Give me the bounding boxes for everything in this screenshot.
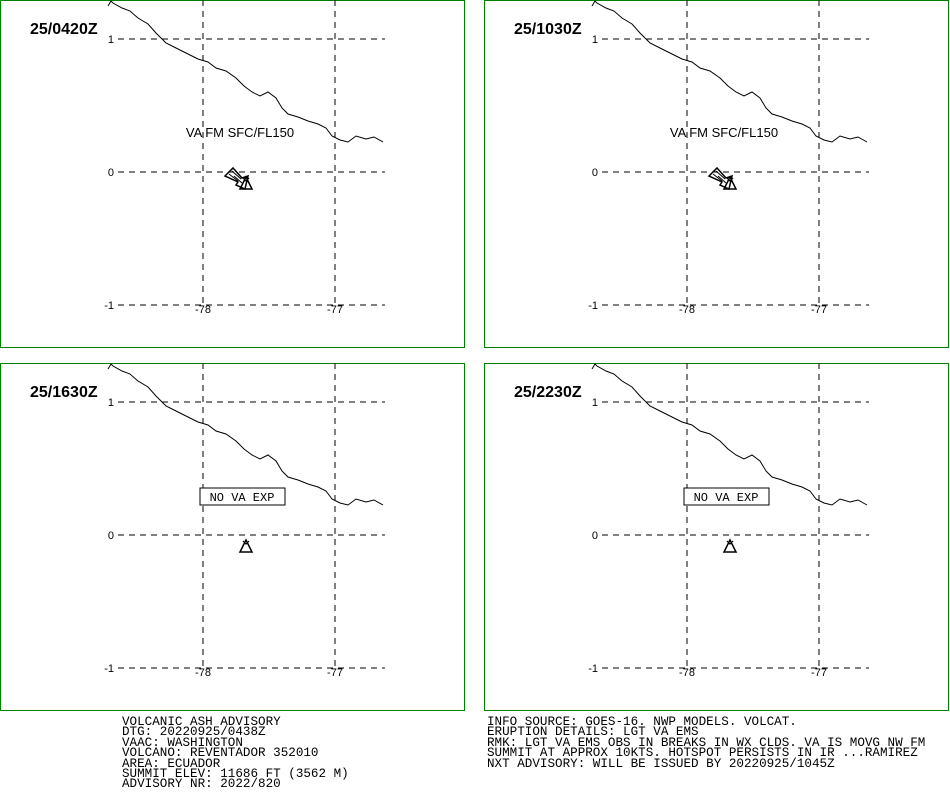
coastline [591,363,868,506]
lon-label: -78 [195,304,211,316]
advisory-line: SUMMIT ELEV: 11686 FT (3562 M) [122,766,349,781]
ash-area [707,166,734,191]
advisory-line: RMK: LGT VA EMS OBS IN BREAKS IN WX CLDS… [487,735,926,750]
lat-label: -1 [588,663,598,675]
lat-label: -1 [104,663,114,675]
map-panel: 1 0 -1 -78 -77 25/1030Z VA FM SFC/FL150 [484,0,949,348]
advisory-text-left: VOLCANIC ASH ADVISORY DTG: 20220925/0438Z… [122,715,349,792]
volcano-symbol [722,538,738,553]
ash-area [223,166,250,191]
annotation: VA FM SFC/FL150 [186,125,294,140]
annotation: VA FM SFC/FL150 [670,125,778,140]
advisory-line: VOLCANO: REVENTADOR 352010 [122,746,319,761]
panel-border [484,363,949,711]
coastline [591,0,868,143]
lat-label: 0 [108,530,114,542]
lon-label: -77 [327,667,343,679]
advisory-text-right: INFO SOURCE: GOES-16. NWP MODELS. VOLCAT… [487,715,926,771]
valid-time: 25/2230Z [514,384,582,401]
volcano-plume [726,540,734,545]
advisory-line: VOLCANIC ASH ADVISORY [122,715,281,729]
lon-label: -78 [679,304,695,316]
advisory-line: VAAC: WASHINGTON [122,735,243,750]
annotation-box [199,487,286,506]
lat-label: 1 [108,397,114,409]
lat-label: 0 [592,530,598,542]
volcano-symbol [238,538,254,553]
lat-label: -1 [104,300,114,312]
advisory-line: ADVISORY NR: 2022/820 [122,777,281,792]
lat-label: -1 [588,300,598,312]
coastline [107,363,384,506]
panel-border [0,363,465,711]
panel-border [484,0,949,348]
lon-label: -78 [679,667,695,679]
volcano-plume [726,177,734,182]
advisory-line: DTG: 20220925/0438Z [122,725,266,740]
ash-hatch [712,170,727,184]
lon-label: -77 [811,304,827,316]
volcano-plume [242,177,250,182]
volcano-symbol [238,175,254,190]
annotation: NO VA EXP [694,491,759,505]
lon-label: -78 [195,667,211,679]
advisory-line: AREA: ECUADOR [122,756,221,771]
lat-label: 1 [592,397,598,409]
annotation-box [683,487,770,506]
lat-label: 0 [108,167,114,179]
advisory-line: INFO SOURCE: GOES-16. NWP MODELS. VOLCAT… [487,715,797,729]
volcano-symbol [722,175,738,190]
valid-time: 25/1030Z [514,21,582,38]
panel-border [0,0,465,348]
lat-label: 0 [592,167,598,179]
lon-label: -77 [327,304,343,316]
valid-time: 25/1630Z [30,384,98,401]
advisory-line: ERUPTION DETAILS: LGT VA EMS [487,725,699,740]
map-panel: 1 0 -1 -78 -77 25/0420Z VA FM SFC/FL150 [0,0,465,348]
annotation: NO VA EXP [210,491,275,505]
lat-label: 1 [108,34,114,46]
advisory-line: NXT ADVISORY: WILL BE ISSUED BY 20220925… [487,756,835,771]
map-panels: 1 0 -1 -78 -77 25/0420Z VA FM SFC/FL150 1 0 -1 -78… [0,0,949,711]
lon-label: -77 [811,667,827,679]
ash-hatch [228,170,243,184]
map-panel: 1 0 -1 -78 -77 25/1630Z NO VA EXP [0,363,465,711]
advisory-line: SUMMIT AT APPROX 10KTS. HOTSPOT PERSISTS… [487,746,918,761]
volcano-plume [242,540,250,545]
valid-time: 25/0420Z [30,21,98,38]
lat-label: 1 [592,34,598,46]
coastline [107,0,384,143]
map-panel: 1 0 -1 -78 -77 25/2230Z NO VA EXP [484,363,949,711]
